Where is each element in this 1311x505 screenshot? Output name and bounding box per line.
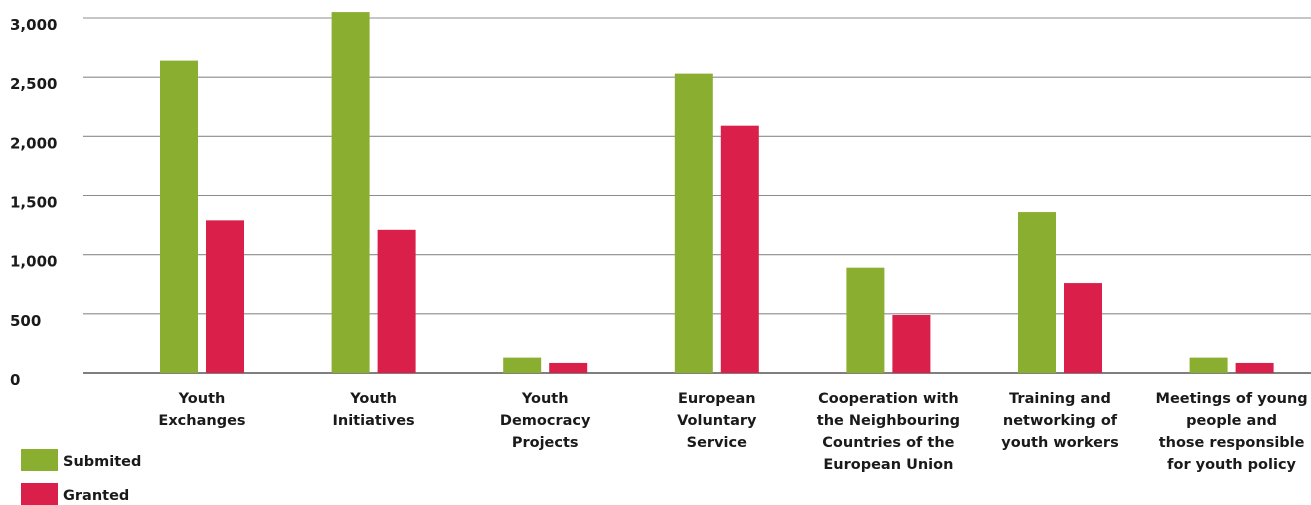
category-label: for youth policy bbox=[1167, 457, 1296, 473]
category-label: European Union bbox=[823, 457, 953, 473]
y-tick-label: 1,000 bbox=[10, 253, 57, 271]
bar-granted-7 bbox=[1235, 362, 1274, 373]
category-label: Democracy bbox=[500, 413, 591, 429]
category-label: Meetings of young bbox=[1156, 391, 1308, 407]
bar-submited-4 bbox=[674, 73, 713, 373]
category-label: Initiatives bbox=[332, 413, 414, 429]
category-label: the Neighbouring bbox=[817, 413, 960, 429]
category-label: those responsible bbox=[1159, 435, 1305, 451]
y-tick-label: 3,000 bbox=[10, 16, 57, 34]
x-axis-category-labels: Youth Exchanges Youth Initiatives Youth Democ… bbox=[158, 391, 1307, 473]
bar-submited-1 bbox=[160, 60, 198, 373]
category-label: European bbox=[678, 391, 756, 407]
category-label: Voluntary bbox=[677, 413, 757, 429]
legend-label-submited: Submited bbox=[63, 454, 141, 470]
bar-granted-6 bbox=[1064, 283, 1102, 373]
bar-granted-4 bbox=[720, 125, 759, 373]
bar-submited-7 bbox=[1189, 357, 1228, 373]
category-label: people and bbox=[1186, 413, 1277, 429]
legend-label-granted: Granted bbox=[63, 488, 129, 504]
legend-swatch-submited bbox=[21, 449, 58, 471]
legend: Submited Granted bbox=[21, 449, 141, 505]
bar-submited-2 bbox=[331, 12, 370, 373]
y-tick-label: 1,500 bbox=[10, 194, 57, 212]
bar-submited-5 bbox=[846, 267, 885, 373]
category-label: youth workers bbox=[1001, 435, 1118, 451]
bar-granted-1 bbox=[206, 220, 244, 373]
y-tick-label: 2,000 bbox=[10, 134, 57, 152]
bar-submited-3 bbox=[503, 357, 542, 373]
category-label: Youth bbox=[349, 391, 397, 407]
y-tick-label: 0 bbox=[10, 371, 20, 389]
bars bbox=[160, 12, 1274, 373]
category-label: Projects bbox=[512, 435, 579, 451]
category-label: networking of bbox=[1003, 413, 1118, 429]
category-label: Youth bbox=[178, 391, 226, 407]
category-label: Service bbox=[687, 435, 747, 451]
y-tick-label: 500 bbox=[10, 312, 41, 330]
bar-submited-6 bbox=[1018, 212, 1056, 373]
bar-granted-2 bbox=[377, 229, 416, 373]
y-axis-tick-labels: 0 500 1,000 1,500 2,000 2,500 3,000 bbox=[10, 16, 57, 389]
bar-granted-5 bbox=[892, 315, 931, 373]
category-label: Cooperation with bbox=[818, 391, 959, 407]
legend-swatch-granted bbox=[21, 483, 58, 505]
category-label: Youth bbox=[521, 391, 569, 407]
category-label: Exchanges bbox=[158, 413, 245, 429]
bar-granted-3 bbox=[549, 362, 588, 373]
category-label: Training and bbox=[1009, 391, 1111, 407]
category-label: Countries of the bbox=[822, 435, 954, 451]
y-tick-label: 2,500 bbox=[10, 75, 57, 93]
